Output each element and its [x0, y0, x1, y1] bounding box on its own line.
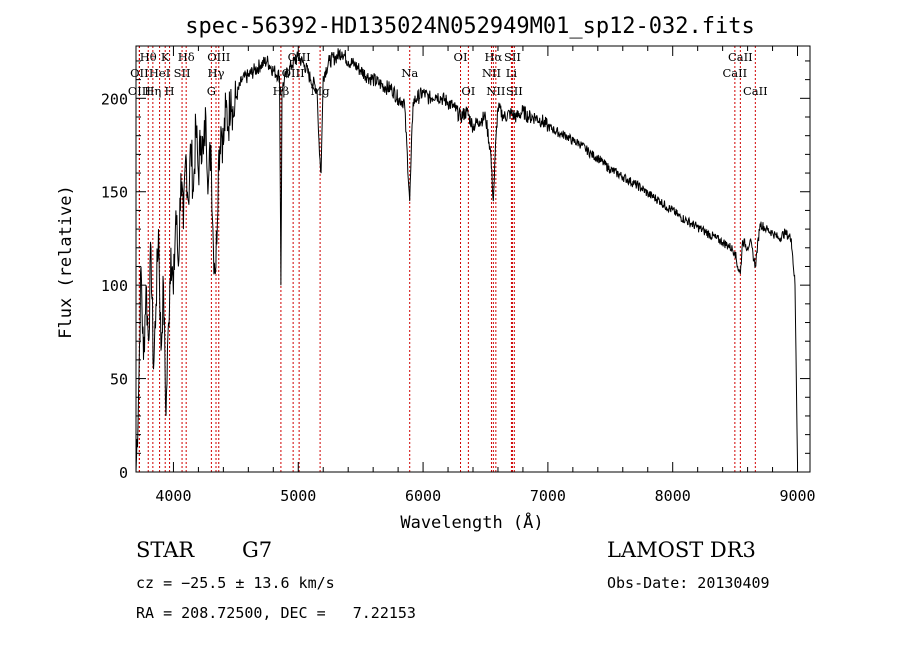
spectral-line-label: G — [207, 84, 216, 98]
x-tick-label: 7000 — [530, 487, 566, 505]
spectral-line-markers — [138, 46, 756, 472]
y-tick-label: 150 — [101, 184, 128, 202]
survey-name: LAMOST DR3 — [607, 538, 756, 562]
observation-date: Obs-Date: 20130409 — [607, 574, 770, 592]
x-axis-label: Wavelength (Å) — [400, 511, 543, 533]
spectral-line-label: NII — [486, 84, 505, 98]
spectral-line-label: SII — [504, 50, 521, 64]
y-tick-label: 200 — [101, 90, 128, 108]
spectral-line-label: H — [165, 84, 175, 98]
x-tick-label: 8000 — [655, 487, 691, 505]
x-tick-label: 5000 — [280, 487, 316, 505]
y-tick-label: 100 — [101, 277, 128, 295]
object-class: STAR — [136, 538, 195, 562]
spectral-line-label: OIII — [207, 50, 230, 64]
spectral-line-label: SII — [174, 66, 191, 80]
spectral-line-label: K — [161, 50, 170, 64]
spectral-line-label: Hγ — [208, 66, 225, 80]
ra-dec-coordinates: RA = 208.72500, DEC = 7.22153 — [136, 604, 416, 622]
spectral-line-label: Hβ — [273, 84, 290, 98]
spectral-line-label: NII — [482, 66, 501, 80]
spectral-line-label: Na — [401, 66, 418, 80]
spectral-line-label: HeI — [149, 66, 170, 80]
x-axis-ticks: 4000 5000 6000 7000 8000 9000 — [155, 46, 816, 505]
x-tick-label: 9000 — [779, 487, 815, 505]
spectral-line-label: CaII — [728, 50, 753, 64]
x-tick-label: 4000 — [155, 487, 191, 505]
spectral-line-label: Hθ — [140, 50, 157, 64]
y-tick-label: 50 — [110, 371, 128, 389]
y-axis-label: Flux (relative) — [56, 185, 76, 339]
x-tick-label: 6000 — [405, 487, 441, 505]
flux-series-line — [135, 48, 798, 473]
spectral-line-label: Hδ — [178, 50, 195, 64]
spectral-line-label: OIII — [128, 84, 151, 98]
spectral-line-label: CaII — [743, 84, 768, 98]
spectral-line-label: OII — [130, 66, 149, 80]
chart-title: spec-56392-HD135024N052949M01_sp12-032.f… — [185, 14, 755, 39]
spectral-line-label: SII — [506, 84, 523, 98]
spectral-line-label: OI — [461, 84, 475, 98]
spectral-line-label: Li — [506, 66, 518, 80]
y-tick-label: 0 — [119, 464, 128, 482]
plot-frame — [135, 45, 811, 473]
spectral-line-label: Hη — [144, 84, 161, 98]
redshift-velocity: cz = −25.5 ± 13.6 km/s — [136, 574, 335, 592]
spectral-line-label: Hα — [484, 50, 502, 64]
object-subclass: G7 — [242, 538, 273, 562]
y-axis-ticks: 0 50 100 150 200 — [101, 60, 810, 482]
spectral-line-label: CaII — [722, 66, 747, 80]
spectral-line-label: OI — [454, 50, 468, 64]
